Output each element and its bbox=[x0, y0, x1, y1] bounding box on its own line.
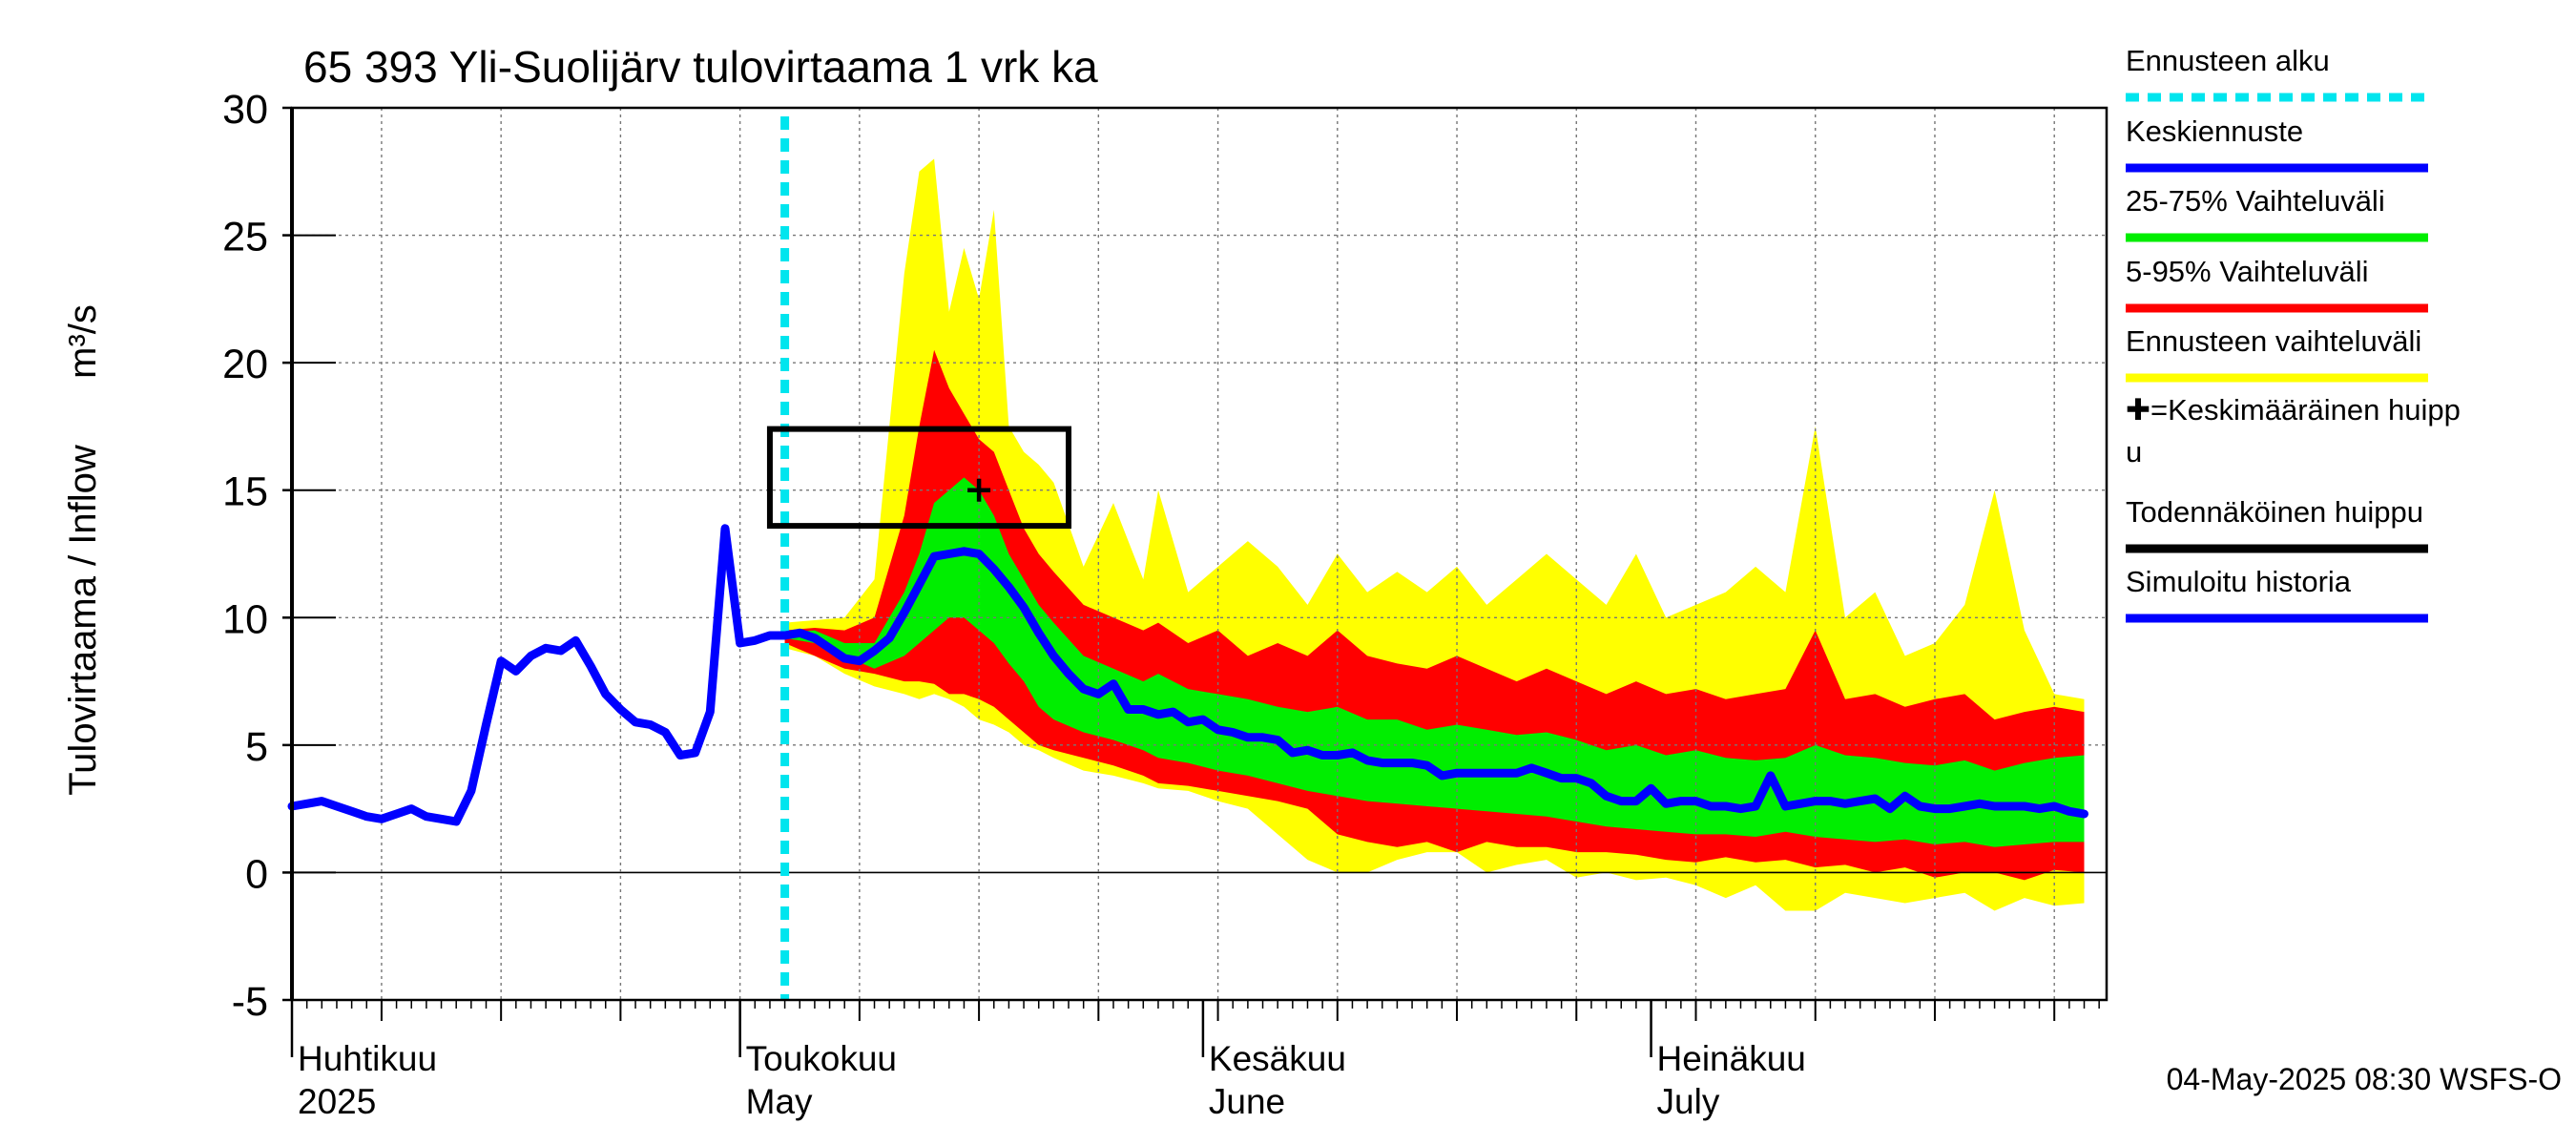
y-tick-label: 25 bbox=[222, 215, 268, 260]
legend-label: 5-95% Vaihteluväli bbox=[2126, 255, 2368, 288]
y-tick-label: 30 bbox=[222, 87, 268, 133]
legend-label: Ennusteen alku bbox=[2126, 44, 2330, 77]
legend-label: Todennäköinen huippu bbox=[2126, 495, 2423, 529]
y-tick-label: 0 bbox=[245, 851, 268, 897]
legend-label: u bbox=[2126, 435, 2142, 468]
axes bbox=[282, 106, 2109, 1057]
mean-peak-marker bbox=[967, 478, 991, 502]
x-month-label-en: May bbox=[746, 1082, 813, 1121]
x-month-label-fi: Heinäkuu bbox=[1657, 1039, 1806, 1078]
simulated-history-line bbox=[287, 524, 790, 826]
legend-label: Simuloitu historia bbox=[2126, 565, 2352, 598]
grid-lines bbox=[292, 108, 2107, 1000]
band-1 bbox=[784, 349, 2085, 881]
y-tick-label: 5 bbox=[245, 724, 268, 770]
footer-timestamp: 04-May-2025 08:30 WSFS-O bbox=[2167, 1062, 2562, 1096]
mean-forecast-line bbox=[780, 547, 2088, 819]
y-tick-label: 20 bbox=[222, 342, 268, 387]
y-tick-labels: -5 0 5 10 15 20 25 30 bbox=[222, 87, 268, 1025]
y-axis-unit: m³/s bbox=[62, 304, 104, 379]
legend-label: ✚=Keskimääräinen huipp bbox=[2126, 393, 2461, 427]
legend: Ennusteen alku Keskiennuste 25-75% Vaihtel… bbox=[2126, 44, 2461, 623]
y-tick-label: -5 bbox=[232, 979, 268, 1025]
x-month-label-fi: Huhtikuu bbox=[298, 1039, 437, 1078]
y-tick-label: 10 bbox=[222, 596, 268, 642]
probable-peak-box bbox=[766, 426, 1072, 530]
x-month-label-fi: Kesäkuu bbox=[1209, 1039, 1346, 1078]
legend-label: 25-75% Vaihteluväli bbox=[2126, 184, 2385, 218]
legend-label: Ennusteen vaihteluväli bbox=[2126, 324, 2421, 358]
y-axis-label: Tulovirtaama / Inflow bbox=[62, 445, 104, 796]
chart-title: 65 393 Yli-Suolijärv tulovirtaama 1 vrk … bbox=[303, 42, 1098, 92]
y-tick-label: 15 bbox=[222, 469, 268, 515]
legend-label: Keskiennuste bbox=[2126, 114, 2303, 148]
x-month-label-en: June bbox=[1209, 1082, 1285, 1121]
x-month-label-en: July bbox=[1657, 1082, 1720, 1121]
series-lines bbox=[287, 116, 2088, 1000]
x-month-label-en: 2025 bbox=[298, 1082, 376, 1121]
x-month-label-fi: Toukokuu bbox=[746, 1039, 897, 1078]
x-month-labels: Huhtikuu 2025 Toukokuu May Kesäkuu June Heinäk… bbox=[298, 1039, 1806, 1121]
